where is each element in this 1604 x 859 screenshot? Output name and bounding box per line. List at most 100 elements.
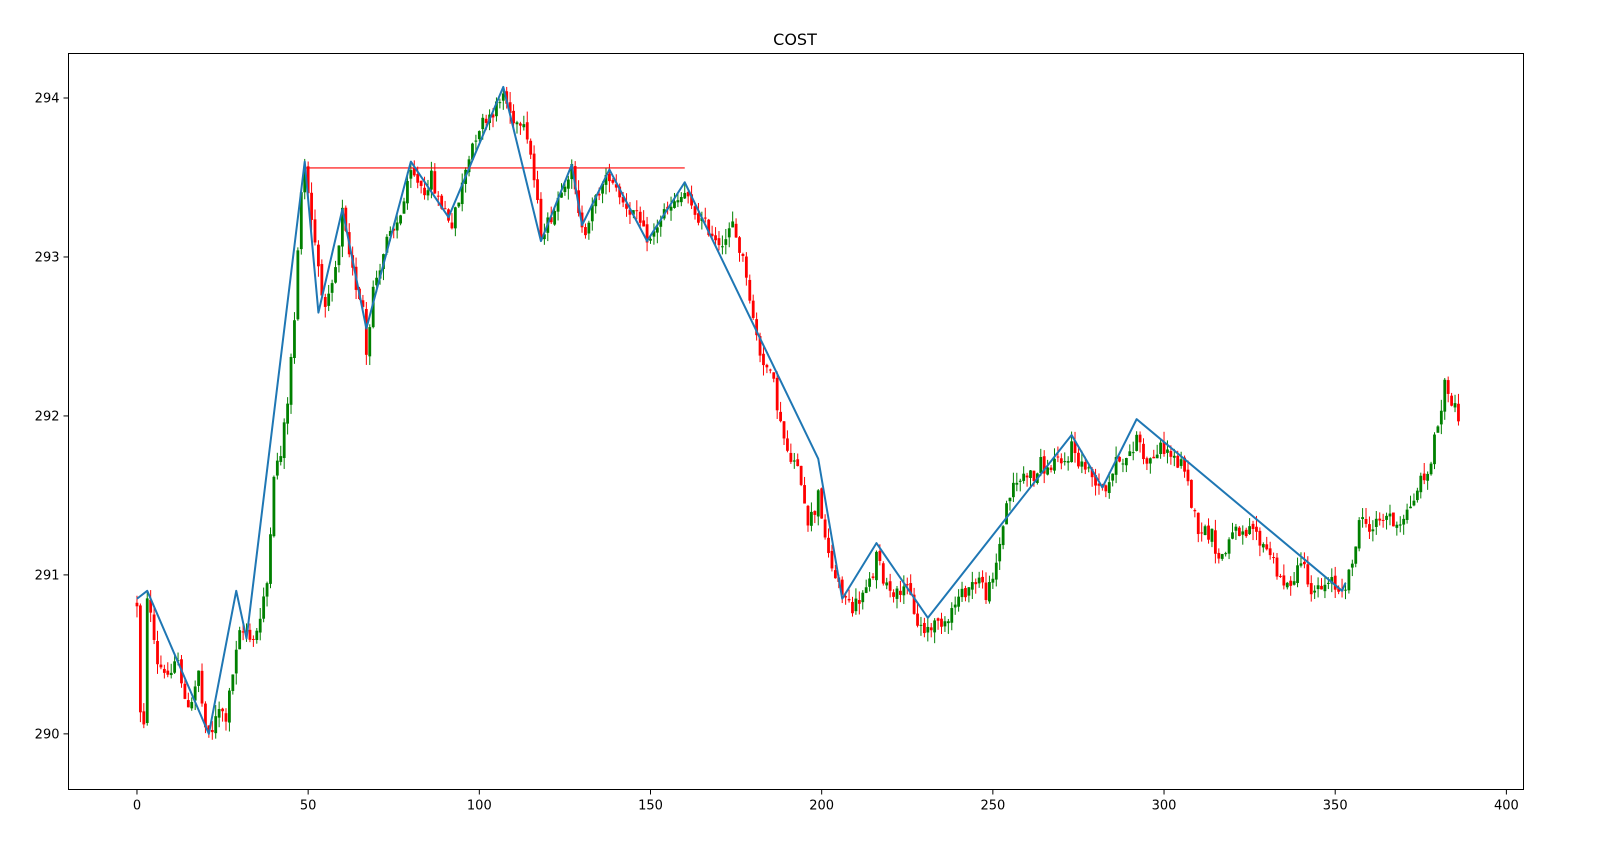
candle-body: [361, 300, 365, 307]
candle-body: [608, 173, 611, 182]
candle-body: [669, 206, 673, 211]
candle-body: [981, 576, 984, 583]
candle-body: [1237, 527, 1241, 536]
candle-body: [1272, 557, 1275, 559]
candle-body: [1422, 473, 1426, 481]
candle-body: [720, 246, 724, 248]
candle-body: [450, 222, 454, 229]
candle-body: [628, 209, 632, 215]
candle-body: [690, 194, 693, 206]
candle-body: [231, 674, 235, 691]
candle-body: [916, 613, 919, 626]
candle-body: [899, 590, 902, 595]
candle-body: [994, 562, 998, 580]
candle-body: [1282, 575, 1286, 586]
candle-body: [614, 184, 618, 188]
candle-body: [885, 582, 889, 586]
candle-body: [635, 210, 639, 212]
candle-body: [299, 192, 303, 250]
candle-body: [974, 582, 978, 585]
candle-body: [529, 140, 533, 155]
candle-body: [724, 239, 728, 245]
candle-body: [1436, 426, 1440, 433]
candle-body: [988, 582, 991, 602]
candle-body: [741, 253, 745, 257]
x-axis: 0 50 100 150 200 250 300 350 400: [133, 789, 1519, 814]
candle-body: [210, 729, 214, 733]
candle-body: [1121, 463, 1125, 465]
candle-body: [508, 102, 512, 114]
candle-body: [1111, 473, 1115, 481]
candle-body: [786, 438, 789, 451]
candle-body: [251, 638, 255, 640]
candle-body: [1227, 539, 1231, 554]
candle-body: [844, 596, 848, 598]
candle-body: [902, 586, 906, 596]
candle-body: [1313, 590, 1317, 593]
candle-body: [625, 203, 628, 209]
y-tick-label: 294: [35, 92, 60, 107]
y-tick-label: 292: [35, 409, 60, 424]
candle-body: [1159, 442, 1163, 455]
candle-body: [1350, 563, 1354, 568]
candle-body: [1015, 482, 1019, 485]
candle-body: [1371, 529, 1375, 532]
candle-body: [810, 511, 813, 526]
candle-body: [1148, 458, 1152, 464]
candle-body: [857, 600, 861, 604]
candle-body: [697, 213, 700, 223]
candle-body: [1231, 532, 1234, 539]
candle-body: [1053, 458, 1056, 471]
candle-body: [1077, 452, 1080, 467]
candle-body: [1210, 528, 1214, 542]
candle-body: [1429, 463, 1433, 475]
candle-body: [734, 223, 738, 238]
candle-body: [604, 174, 608, 185]
candle-body: [1234, 526, 1238, 531]
candle-body: [871, 576, 875, 578]
candle-body: [1070, 441, 1073, 463]
candle-body: [1292, 581, 1296, 585]
candle-body: [159, 664, 163, 668]
candle-body: [1066, 461, 1070, 463]
candle-body: [1138, 434, 1142, 443]
candle-body: [214, 716, 218, 734]
candle-body: [1196, 512, 1200, 535]
candle-body: [1179, 459, 1183, 466]
candle-body: [926, 626, 930, 633]
candle-body: [929, 627, 933, 631]
candle-body: [1124, 457, 1128, 466]
candle-body: [1344, 589, 1347, 591]
candle-body: [919, 624, 923, 626]
candle-body: [337, 245, 341, 266]
candle-body: [1309, 583, 1313, 595]
candle-body: [1220, 554, 1224, 559]
candle-body: [861, 592, 865, 603]
candle-body: [1320, 585, 1323, 590]
candle-body: [323, 297, 327, 307]
candle-body: [1261, 544, 1265, 548]
candle-body: [782, 421, 786, 439]
candle-body: [762, 353, 765, 366]
candle-body: [539, 198, 543, 239]
candle-body: [1008, 497, 1012, 502]
candle-body: [977, 577, 981, 584]
candle-body: [429, 170, 433, 190]
candle-body: [566, 179, 570, 189]
candle-body: [1046, 467, 1050, 475]
candle-body: [717, 238, 721, 246]
candle-body: [864, 587, 868, 593]
candle-body: [224, 713, 228, 722]
candle-body: [611, 179, 615, 183]
candle-body: [1275, 557, 1279, 577]
candle-body: [851, 601, 854, 614]
candle-body: [1337, 588, 1341, 592]
candle-body: [553, 211, 557, 225]
candle-body: [560, 192, 563, 198]
candle-body: [642, 220, 646, 227]
candle-body: [563, 186, 567, 193]
candle-body: [145, 598, 149, 724]
candle-body: [1025, 475, 1029, 478]
candle-body: [573, 166, 577, 190]
candle-body: [556, 197, 560, 212]
